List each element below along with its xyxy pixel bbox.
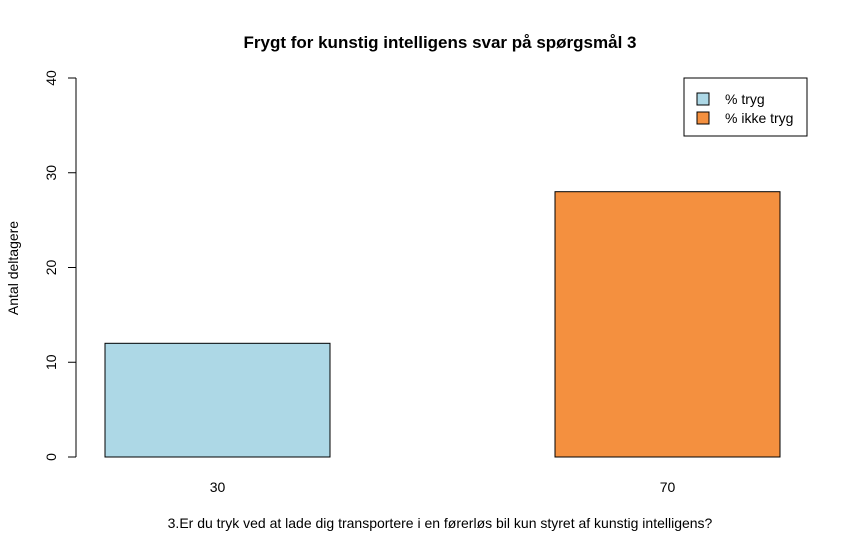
- legend: % tryg % ikke tryg: [683, 77, 808, 137]
- legend-label: % ikke tryg: [725, 110, 793, 126]
- x-tick-label: 30: [210, 479, 226, 495]
- y-tick-label: 20: [43, 260, 59, 276]
- bars: [104, 191, 781, 458]
- y-tick-label: 0: [43, 453, 59, 461]
- y-tick-label: 30: [43, 165, 59, 181]
- y-tick-label: 40: [43, 70, 59, 86]
- chart-title: Frygt for kunstig intelligens svar på sp…: [244, 33, 637, 52]
- x-tick-labels: 30 70: [210, 479, 676, 495]
- y-tick-label: 10: [43, 354, 59, 370]
- legend-box: [683, 77, 808, 137]
- bar-70: [554, 191, 781, 458]
- y-axis-label: Antal deltagere: [5, 221, 21, 315]
- legend-label: % tryg: [725, 91, 765, 107]
- x-tick-label: 70: [660, 479, 676, 495]
- bar-30: [104, 342, 331, 458]
- y-axis: 0 10 20 30 40: [43, 70, 77, 461]
- x-axis-label: 3.Er du tryk ved at lade dig transporter…: [168, 515, 713, 531]
- legend-swatch: [696, 111, 710, 125]
- legend-swatch: [696, 92, 710, 106]
